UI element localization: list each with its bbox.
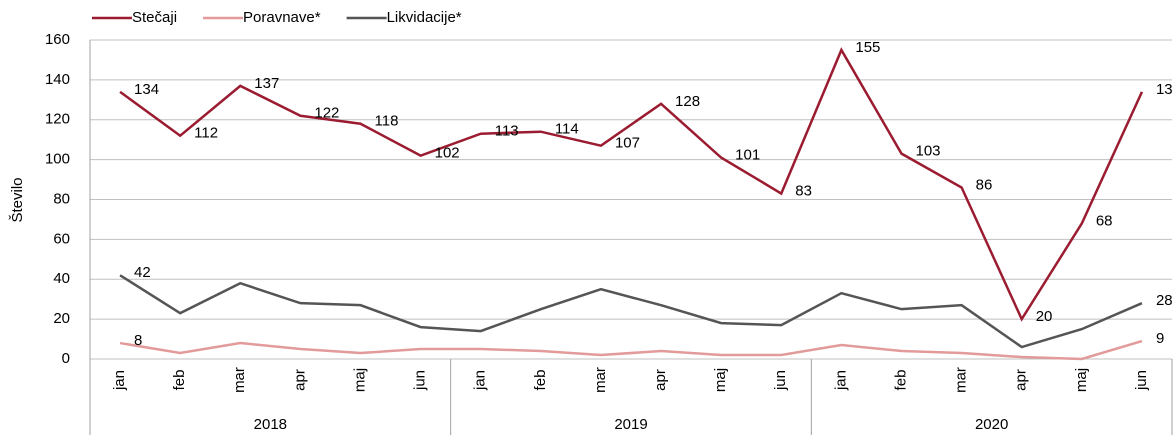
data-label: 155	[855, 39, 880, 56]
x-tick-label: maj	[1073, 368, 1090, 392]
y-tick-label: 60	[53, 230, 70, 247]
series-line	[119, 47, 1144, 322]
legend-label: Likvidacije*	[387, 9, 462, 26]
data-label: 86	[976, 177, 993, 194]
data-label: 112	[194, 125, 218, 142]
x-tick-label: apr	[1013, 369, 1030, 391]
data-label: 68	[1096, 212, 1113, 229]
x-tick-label: apr	[291, 369, 308, 391]
legend-label: Poravnave*	[243, 9, 321, 26]
y-axis-label: Število	[9, 177, 26, 222]
x-tick-label: feb	[171, 370, 188, 391]
legend-label: Stečaji	[132, 9, 177, 26]
y-tick-label: 120	[45, 111, 70, 128]
x-tick-label: mar	[592, 367, 609, 393]
x-tick-label: maj	[712, 368, 729, 392]
x-tick-label: apr	[652, 369, 669, 391]
data-label: 42	[134, 264, 151, 281]
x-tick-label: jan	[472, 370, 489, 391]
y-tick-label: 20	[53, 310, 70, 327]
data-label: 28	[1156, 292, 1173, 309]
x-group-label: 2020	[975, 416, 1008, 433]
y-tick-label: 40	[53, 270, 70, 287]
series-line	[119, 339, 1143, 361]
y-tick-label: 0	[62, 350, 70, 367]
x-tick-label: feb	[532, 370, 549, 391]
data-label: 113	[495, 123, 519, 140]
x-tick-label: jun	[772, 370, 789, 391]
data-label: 9	[1156, 330, 1164, 347]
x-tick-label: maj	[351, 368, 368, 392]
data-label: 8	[134, 332, 142, 349]
x-tick-label: jan	[832, 370, 849, 391]
data-label: 134	[1156, 81, 1173, 98]
data-label: 107	[615, 135, 640, 152]
data-label: 118	[375, 113, 399, 130]
data-label: 128	[675, 93, 700, 110]
data-label: 137	[254, 75, 279, 92]
x-tick-label: jan	[111, 370, 128, 391]
x-tick-label: jun	[1133, 370, 1150, 391]
data-label: 122	[314, 105, 339, 122]
data-label: 114	[555, 121, 579, 138]
y-tick-label: 100	[45, 151, 70, 168]
data-label: 103	[916, 143, 941, 160]
x-tick-label: jun	[412, 370, 429, 391]
y-tick-label: 140	[45, 71, 70, 88]
data-label: 134	[134, 81, 159, 98]
x-group-label: 2018	[254, 416, 287, 433]
x-tick-label: feb	[892, 370, 909, 391]
y-tick-label: 80	[53, 190, 70, 207]
data-label: 20	[1036, 308, 1053, 325]
data-label: 101	[735, 147, 760, 164]
series-line	[119, 274, 1143, 349]
data-label: 83	[795, 182, 812, 199]
x-group-label: 2019	[614, 416, 647, 433]
y-tick-label: 160	[45, 31, 70, 48]
x-tick-label: mar	[953, 367, 970, 393]
data-label: 102	[435, 145, 460, 162]
x-tick-label: mar	[231, 367, 248, 393]
